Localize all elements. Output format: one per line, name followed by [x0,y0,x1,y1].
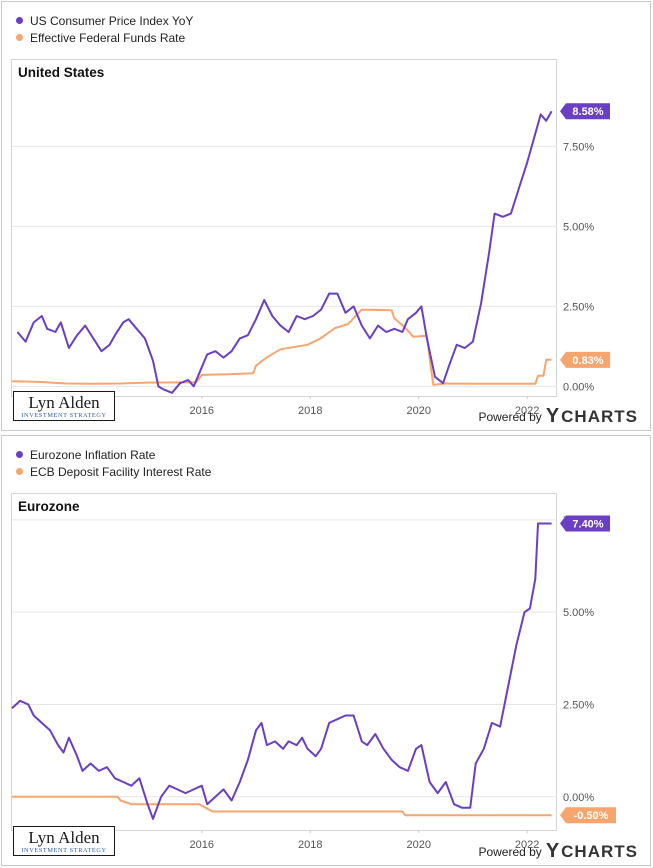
badge-shape [560,515,610,532]
logo-subtitle: INVESTMENT STRATEGY [21,847,107,854]
eurozone-legend: Eurozone Inflation Rate ECB Deposit Faci… [16,446,211,480]
y-tick-label: 7.50% [563,141,594,153]
series-line-orange [11,308,552,386]
legend-dot-orange [16,468,23,475]
legend-dot-orange [16,34,23,41]
legend-item-us-cpi[interactable]: US Consumer Price Index YoY [16,12,193,29]
region-label: Eurozone [18,499,80,514]
plot-frame [11,493,557,831]
legend-item-fed-funds[interactable]: Effective Federal Funds Rate [16,29,193,46]
lyn-alden-logo: Lyn Alden INVESTMENT STRATEGY [13,826,115,856]
plot-frame [11,59,557,397]
badge-shape [560,351,610,368]
ycharts-y-icon: Y [545,405,561,427]
eurozone-line-chart: Eurozone0.00%2.50%5.00%7.50%201420162018… [11,499,616,851]
ycharts-logo: Y CHARTS [546,840,638,863]
x-tick-label: 2020 [406,405,430,417]
y-tick-label: 0.00% [563,792,594,804]
powered-by-label: Powered by [478,844,542,859]
ycharts-wordmark: CHARTS [561,406,638,426]
series-line-purple [11,522,552,820]
legend-label: Effective Federal Funds Rate [30,30,186,45]
ycharts-wordmark: CHARTS [561,841,638,861]
legend-dot-purple [16,451,23,458]
us-line-chart: United States0.00%2.50%5.00%7.50%2014201… [11,65,610,417]
legend-label: US Consumer Price Index YoY [30,13,194,28]
badge-shape [560,103,610,120]
logo-name: Lyn Alden [28,393,100,412]
end-value-badge: -0.50% [560,807,616,824]
y-tick-label: 5.00% [563,221,594,233]
y-tick-label: 5.00% [563,607,594,619]
legend-item-ez-inflation[interactable]: Eurozone Inflation Rate [16,446,211,463]
us-legend: US Consumer Price Index YoY Effective Fe… [16,12,193,46]
logo-subtitle: INVESTMENT STRATEGY [21,412,107,419]
x-tick-label: 2022 [515,839,539,851]
x-tick-label: 2016 [190,405,214,417]
end-value-badge: 8.58% [560,103,610,120]
powered-by-ycharts[interactable]: Powered by Y CHARTS [478,405,638,428]
end-value-badge: 0.83% [560,351,610,368]
x-tick-label: 2022 [515,405,539,417]
us-chart-panel: US Consumer Price Index YoY Effective Fe… [1,1,651,431]
x-tick-label: 2016 [190,839,214,851]
ycharts-logo: Y CHARTS [546,405,638,428]
badge-label: -0.50% [574,810,609,822]
badge-shape [560,807,616,824]
legend-label: Eurozone Inflation Rate [30,447,156,462]
badge-label: 0.83% [572,355,603,367]
logo-name: Lyn Alden [28,828,100,847]
badge-label: 7.40% [572,519,603,531]
lyn-alden-logo: Lyn Alden INVESTMENT STRATEGY [13,391,115,421]
legend-label: ECB Deposit Facility Interest Rate [30,464,212,479]
x-tick-label: 2018 [298,405,322,417]
badge-label: 8.58% [572,106,603,118]
legend-item-ecb-rate[interactable]: ECB Deposit Facility Interest Rate [16,463,211,480]
y-tick-label: 2.50% [563,699,594,711]
legend-dot-purple [16,17,23,24]
ycharts-y-icon: Y [545,840,561,862]
y-tick-label: 0.00% [563,381,594,393]
end-value-badge: 7.40% [560,515,610,532]
eurozone-chart-panel: Eurozone Inflation Rate ECB Deposit Faci… [1,435,651,866]
x-tick-label: 2020 [406,839,430,851]
powered-by-label: Powered by [478,409,542,424]
powered-by-ycharts[interactable]: Powered by Y CHARTS [478,840,638,863]
region-label: United States [18,65,104,80]
series-line-orange [12,795,552,817]
series-line-purple [16,110,553,394]
x-tick-label: 2018 [298,839,322,851]
y-tick-label: 2.50% [563,301,594,313]
